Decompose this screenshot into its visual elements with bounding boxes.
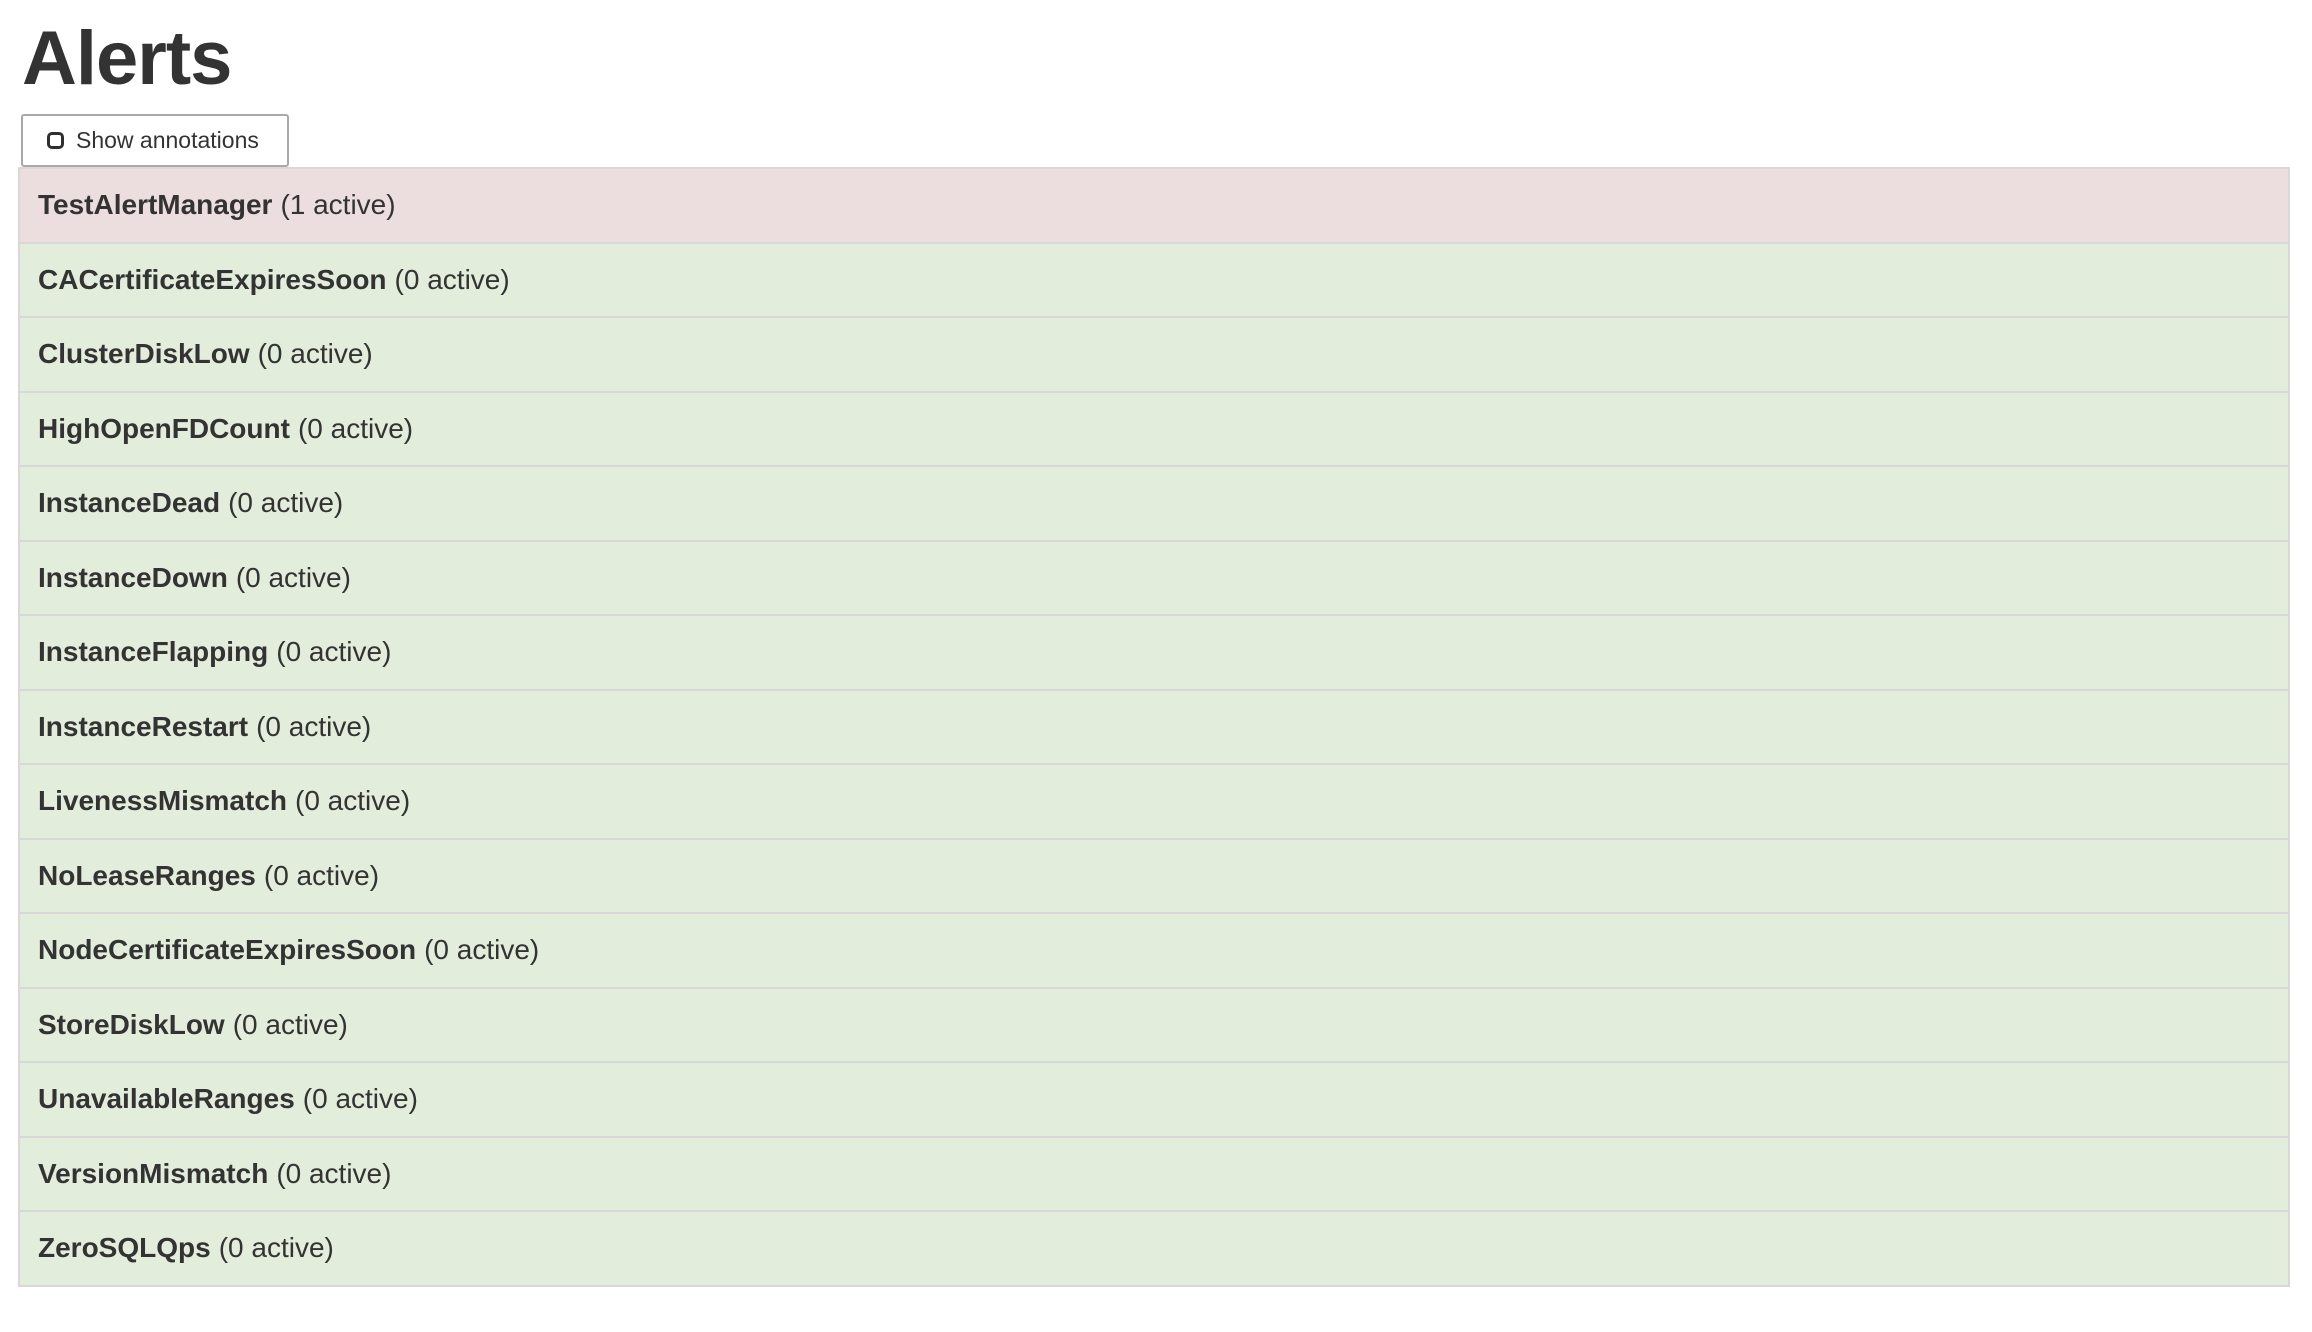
alert-row[interactable]: HighOpenFDCount (0 active) [20,390,2288,466]
alert-rule-name: InstanceDown [38,561,228,593]
alert-active-count: (0 active) [257,338,373,370]
alert-row[interactable]: NodeCertificateExpiresSoon (0 active) [20,912,2288,987]
alert-row[interactable]: CACertificateExpiresSoon (0 active) [20,241,2288,317]
page-title: Alerts [22,16,232,101]
show-annotations-button[interactable]: Show annotations [21,114,289,168]
alert-rule-name: CACertificateExpiresSoon [38,263,387,295]
alert-row[interactable]: NoLeaseRanges (0 active) [20,837,2288,913]
alert-row[interactable]: StoreDiskLow (0 active) [20,986,2288,1062]
alert-row[interactable]: InstanceDead (0 active) [20,465,2288,540]
alert-rule-name: NodeCertificateExpiresSoon [38,934,417,966]
alert-active-count: (0 active) [295,785,411,817]
show-annotations-label: Show annotations [76,127,259,154]
alert-rule-name: StoreDiskLow [38,1008,225,1040]
alert-active-count: (1 active) [280,189,396,221]
alert-rule-name: UnavailableRanges [38,1083,295,1115]
alert-active-count: (0 active) [424,934,540,966]
alert-row[interactable]: VersionMismatch (0 active) [20,1135,2288,1211]
alert-rule-name: LivenessMismatch [38,785,287,817]
alert-active-count: (0 active) [276,636,392,668]
alert-active-count: (0 active) [394,263,510,295]
toolbar: Show annotations [21,114,2312,168]
alert-active-count: (0 active) [276,1157,392,1189]
alert-active-count: (0 active) [228,487,344,519]
alert-row[interactable]: InstanceDown (0 active) [20,539,2288,615]
alert-row[interactable]: LivenessMismatch (0 active) [20,763,2288,838]
alert-active-count: (0 active) [218,1232,334,1264]
alert-row[interactable]: UnavailableRanges (0 active) [20,1061,2288,1136]
alert-active-count: (0 active) [263,859,380,891]
checkbox-icon[interactable] [47,132,64,150]
alert-row[interactable]: TestAlertManager (1 active) [20,169,2288,242]
alert-active-count: (0 active) [235,561,351,593]
alert-rule-name: InstanceRestart [38,710,249,742]
alert-rule-name: TestAlertManager [38,189,273,221]
alert-rule-name: VersionMismatch [38,1157,269,1189]
alert-rule-name: InstanceFlapping [38,636,269,668]
alert-active-count: (0 active) [232,1008,348,1040]
alert-row[interactable]: ClusterDiskLow (0 active) [20,316,2288,391]
alert-row[interactable]: ZeroSQLQps (0 active) [20,1210,2288,1285]
alert-row[interactable]: InstanceFlapping (0 active) [20,614,2288,689]
alert-active-count: (0 active) [256,710,372,742]
alert-rule-name: HighOpenFDCount [38,412,290,444]
alert-active-count: (0 active) [302,1083,418,1115]
alert-row[interactable]: InstanceRestart (0 active) [20,688,2288,764]
alerts-page: Alerts Show annotations TestAlertManager… [0,16,2312,1332]
alert-rule-name: ZeroSQLQps [38,1232,211,1264]
alert-rule-name: InstanceDead [38,487,221,519]
alert-rule-name: ClusterDiskLow [38,338,250,370]
alert-active-count: (0 active) [297,412,414,444]
alert-rule-name: NoLeaseRanges [38,859,256,891]
alerts-table: TestAlertManager (1 active) CACertificat… [18,167,2290,1287]
